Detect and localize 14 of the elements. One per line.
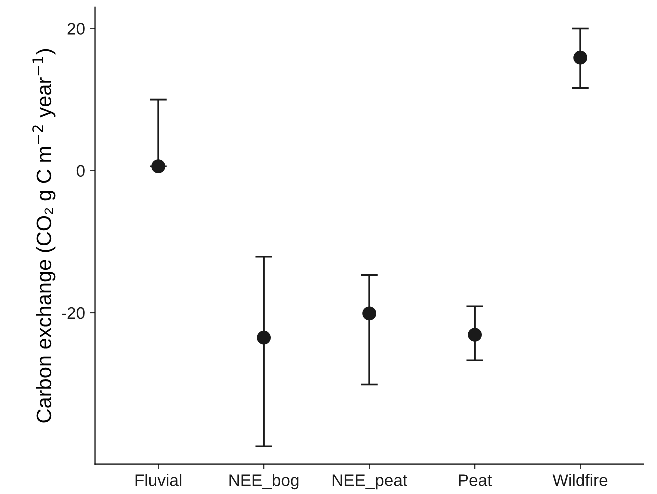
x-tick-label: Peat bbox=[459, 474, 492, 486]
point bbox=[574, 50, 588, 65]
y-tick-label: 20 bbox=[68, 23, 85, 35]
x-tick-label: Wildfire bbox=[552, 474, 608, 486]
point bbox=[152, 160, 166, 174]
y-tick-label: -20 bbox=[62, 307, 85, 320]
y-tick-label: 0 bbox=[76, 165, 85, 178]
y-axis-title: Carbon exchange (CO₂ g C m$^{−2}$ year$^{−1}$) bbox=[32, 49, 56, 423]
point bbox=[362, 306, 377, 321]
point bbox=[257, 330, 272, 345]
point bbox=[468, 328, 482, 342]
x-tick-label: NEE_bog bbox=[230, 474, 299, 490]
x-tick-label: NEE_peat bbox=[332, 474, 408, 490]
x-tick-label: Fluvial bbox=[136, 474, 182, 486]
